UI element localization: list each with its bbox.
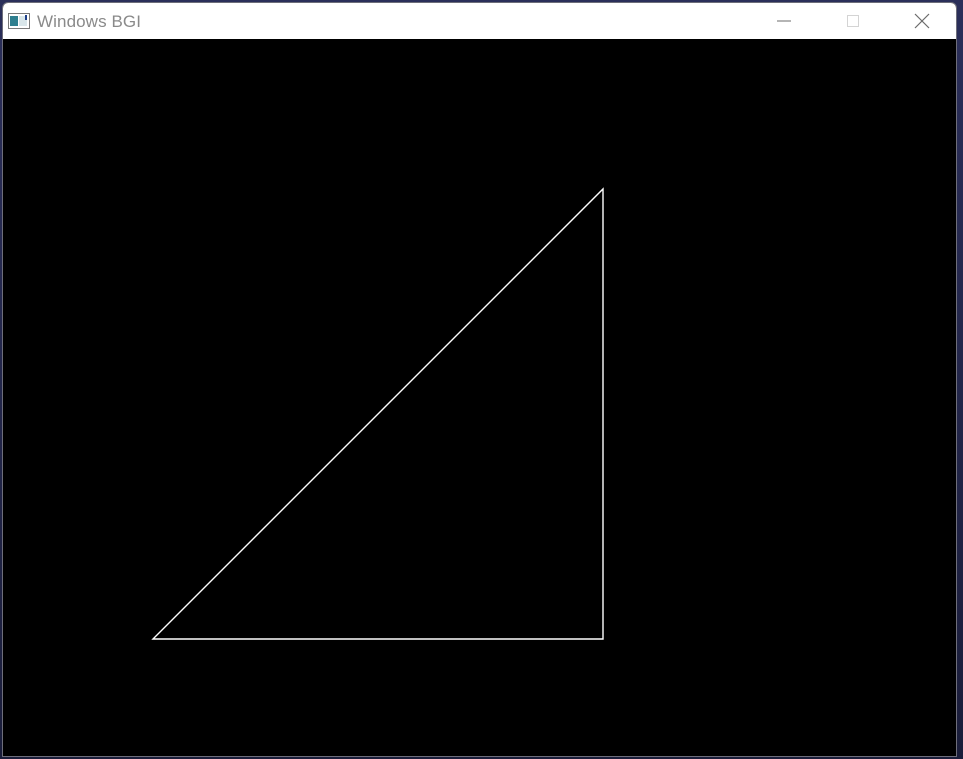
maximize-button[interactable] — [818, 3, 887, 39]
app-window-icon[interactable] — [8, 13, 30, 29]
right-triangle-outline — [151, 187, 604, 640]
drawing-canvas[interactable] — [3, 39, 956, 756]
close-button[interactable] — [887, 3, 956, 39]
minimize-button[interactable] — [749, 3, 818, 39]
window-title: Windows BGI — [37, 11, 142, 31]
close-icon — [914, 13, 929, 29]
graphics-surface — [151, 187, 604, 640]
maximize-icon — [846, 15, 859, 27]
title-bar[interactable]: Windows BGI — [3, 3, 956, 39]
caption-buttons — [749, 3, 956, 39]
minimize-icon — [776, 20, 791, 22]
